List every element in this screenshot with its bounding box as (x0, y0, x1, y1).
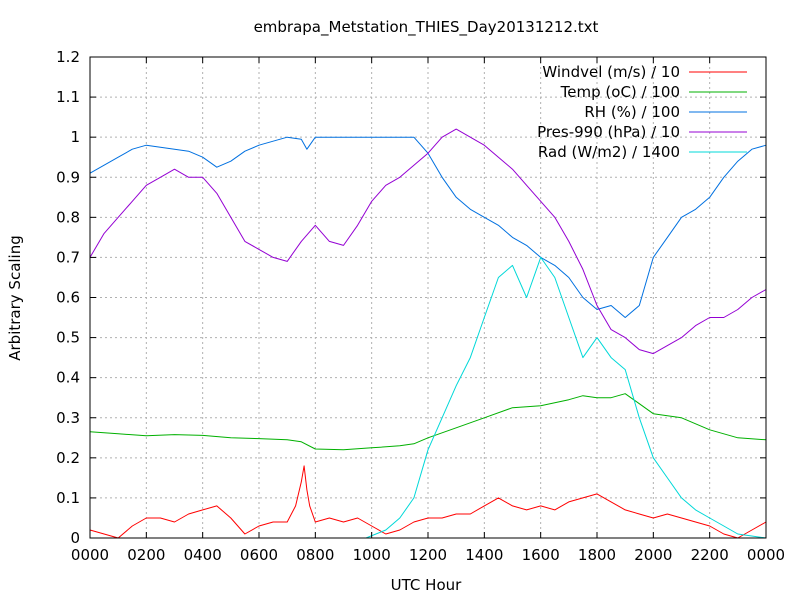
y-tick-label: 0.1 (56, 489, 80, 507)
y-tick-label: 0.4 (56, 369, 80, 387)
y-axis-label: Arbitrary Scaling (6, 235, 24, 361)
series-line-4 (89, 128, 767, 355)
series-line-2 (89, 393, 767, 451)
x-tick-label: 0000 (747, 546, 785, 564)
axes: 0 0.1 0.2 0.3 0.4 0.5 0.6 0.7 0.8 0.9 1 1.1 1.2 0000 0… (56, 48, 785, 564)
y-tick-label: 0 (70, 529, 80, 547)
series-line-3 (89, 136, 767, 318)
y-tick-label: 0.8 (56, 208, 80, 226)
y-tick-label: 1.2 (56, 48, 80, 66)
x-tick-label: 1400 (465, 546, 503, 564)
y-tick-label: 0.7 (56, 248, 80, 266)
y-tick-label: 1.1 (56, 88, 80, 106)
legend-label: RH (%) / 100 (584, 103, 680, 121)
x-tick-label: 1600 (522, 546, 560, 564)
y-tick-label: 0.3 (56, 409, 80, 427)
y-tick-label: 0.6 (56, 289, 80, 307)
x-tick-label: 1000 (353, 546, 391, 564)
x-tick-label: 1800 (578, 546, 616, 564)
y-tick-label: 0.2 (56, 449, 80, 467)
x-tick-label: 0800 (296, 546, 334, 564)
x-tick-label: 1200 (409, 546, 447, 564)
x-axis-label: UTC Hour (391, 576, 462, 594)
legend-label: Windvel (m/s) / 10 (542, 63, 680, 81)
x-tick-label: 0600 (240, 546, 278, 564)
chart-title: embrapa_Metstation_THIES_Day20131212.txt (254, 18, 599, 37)
x-tick-label: 0200 (127, 546, 165, 564)
legend-label: Rad (W/m2) / 1400 (538, 143, 680, 161)
x-tick-label: 0000 (71, 546, 109, 564)
x-tick-label: 2000 (634, 546, 672, 564)
series-group (89, 128, 767, 539)
y-tick-label: 0.5 (56, 329, 80, 347)
legend: Windvel (m/s) / 10 Temp (oC) / 100 RH (%) … (537, 63, 747, 161)
y-tick-label: 1 (70, 128, 80, 146)
series-line-5 (90, 256, 767, 539)
series-line-1 (89, 465, 767, 539)
y-tick-label: 0.9 (56, 168, 80, 186)
legend-label: Pres-990 (hPa) / 10 (537, 123, 680, 141)
legend-label: Temp (oC) / 100 (560, 83, 680, 101)
x-tick-label: 2200 (691, 546, 729, 564)
x-tick-label: 0400 (184, 546, 222, 564)
